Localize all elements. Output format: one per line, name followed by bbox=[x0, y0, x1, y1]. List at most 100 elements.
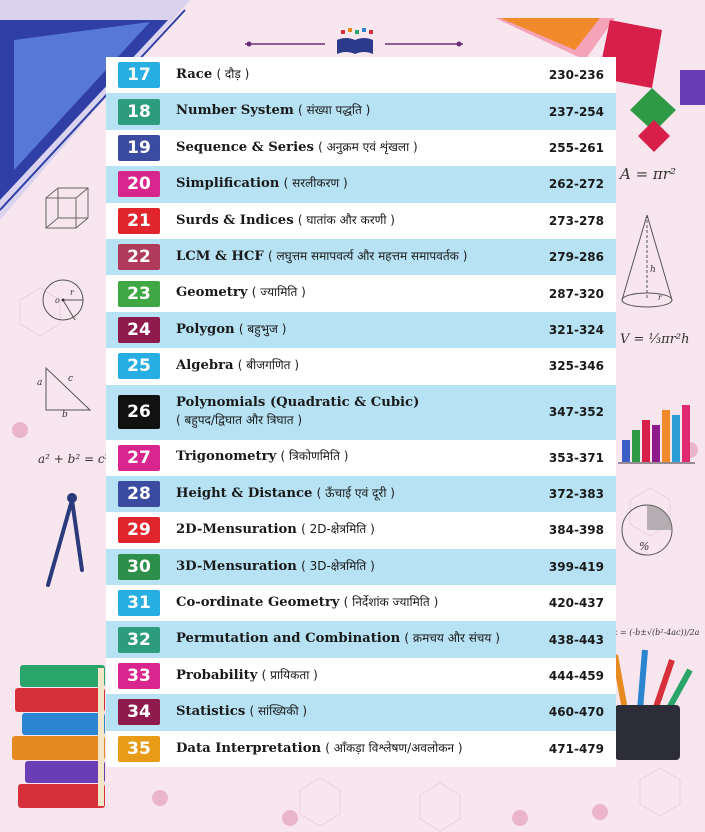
toc-row[interactable]: 31 Co-ordinate Geometry ( निर्देशांक ज्या… bbox=[106, 585, 616, 622]
chapter-page-range: 399-419 bbox=[548, 559, 604, 574]
chapter-title-hindi: ( ज्यामिति ) bbox=[251, 285, 306, 300]
chapter-page-range: 372-383 bbox=[548, 487, 604, 502]
chapter-page-range: 237-254 bbox=[548, 104, 604, 119]
chapter-title-hindi: ( निर्देशांक ज्यामिति ) bbox=[343, 595, 439, 610]
chapter-title-hindi: ( 3D-क्षेत्रमिति ) bbox=[301, 558, 375, 573]
chapter-title-hindi: ( सांख्यिकी ) bbox=[249, 704, 308, 719]
chapter-title-english: LCM & HCF bbox=[176, 248, 264, 264]
chapter-title-english: 2D-Mensuration bbox=[176, 522, 297, 538]
chapter-title: Sequence & Series ( अनुक्रम एवं शृंखला ) bbox=[176, 139, 524, 157]
toc-row[interactable]: 20 Simplification ( सरलीकरण ) 262-272 bbox=[106, 166, 616, 203]
chapter-number-badge: 35 bbox=[118, 735, 160, 762]
triangle-label-c: c bbox=[68, 374, 74, 384]
toc-row[interactable]: 25 Algebra ( बीजगणित ) 325-346 bbox=[106, 348, 616, 385]
toc-row[interactable]: 21 Surds & Indices ( घातांक और करणी ) 273-… bbox=[106, 202, 616, 239]
cone-label-r: r bbox=[658, 293, 662, 302]
toc-row[interactable]: 24 Polygon ( बहुभुज ) 321-324 bbox=[106, 311, 616, 349]
chapter-number-badge: 27 bbox=[118, 444, 160, 471]
chapter-title-hindi: ( लघुत्तम समापवर्त्य और महत्तम समापवर्तक… bbox=[267, 248, 468, 263]
chapter-page-range: 460-470 bbox=[548, 705, 604, 720]
chapter-page-range: 471-479 bbox=[548, 741, 604, 756]
chapter-page-range: 444-459 bbox=[548, 669, 604, 684]
chapter-title-english: Data Interpretation bbox=[176, 740, 322, 756]
chapter-number-badge: 28 bbox=[118, 481, 160, 508]
chapter-title-english: Probability bbox=[176, 667, 258, 683]
toc-row[interactable]: 17 Race ( दौड़ ) 230-236 bbox=[106, 57, 616, 94]
chapter-title: Geometry ( ज्यामिति ) bbox=[176, 284, 524, 302]
toc-row[interactable]: 32 Permutation and Combination ( क्रमचय औ… bbox=[106, 621, 616, 658]
toc-row[interactable]: 26 Polynomials (Quadratic & Cubic) ( बहुपद… bbox=[106, 384, 616, 440]
chapter-page-range: 353-371 bbox=[548, 450, 604, 465]
chapter-number-badge: 18 bbox=[118, 98, 160, 125]
percent-symbol: % bbox=[639, 540, 650, 553]
chapter-page-range: 279-286 bbox=[548, 250, 604, 265]
chapter-title-english: Polynomials (Quadratic & Cubic) bbox=[176, 394, 420, 410]
chapter-title-english: Race bbox=[176, 66, 213, 82]
toc-row[interactable]: 27 Trigonometry ( त्रिकोणमिति ) 353-371 bbox=[106, 439, 616, 476]
chapter-number-badge: 23 bbox=[118, 280, 160, 307]
chapter-page-range: 420-437 bbox=[548, 596, 604, 611]
toc-row[interactable]: 30 3D-Mensuration ( 3D-क्षेत्रमिति ) 399-4… bbox=[106, 548, 616, 586]
chapter-page-range: 321-324 bbox=[548, 322, 604, 337]
circle-label-o: o bbox=[55, 296, 60, 305]
chapter-number-badge: 19 bbox=[118, 134, 160, 161]
toc-row[interactable]: 18 Number System ( संख्या पद्धति ) 237-254 bbox=[106, 93, 616, 130]
chapter-title-english: Co-ordinate Geometry bbox=[176, 595, 340, 611]
chapter-number-badge: 32 bbox=[118, 626, 160, 653]
chapter-number-badge: 17 bbox=[118, 62, 160, 89]
chapter-page-range: 255-261 bbox=[548, 140, 604, 155]
toc-row[interactable]: 29 2D-Mensuration ( 2D-क्षेत्रमिति ) 384-3… bbox=[106, 512, 616, 549]
toc-row[interactable]: 23 Geometry ( ज्यामिति ) 287-320 bbox=[106, 275, 616, 312]
toc-row[interactable]: 35 Data Interpretation ( आँकड़ा विश्लेषण/… bbox=[106, 730, 616, 768]
chapter-number-badge: 31 bbox=[118, 590, 160, 617]
chapter-title-english: Permutation and Combination bbox=[176, 631, 401, 647]
chapter-title-english: Geometry bbox=[176, 285, 248, 301]
chapter-title-english: Surds & Indices bbox=[176, 212, 294, 228]
chapter-title: Trigonometry ( त्रिकोणमिति ) bbox=[176, 448, 524, 466]
chapter-number-badge: 24 bbox=[118, 316, 160, 343]
header-ornament bbox=[245, 28, 463, 54]
chapter-number-badge: 30 bbox=[118, 553, 160, 580]
toc-row[interactable]: 22 LCM & HCF ( लघुत्तम समापवर्त्य और महत्… bbox=[106, 238, 616, 276]
chapter-title: Probability ( प्रायिकता ) bbox=[176, 667, 524, 685]
chapter-title: Permutation and Combination ( क्रमचय और … bbox=[176, 630, 524, 648]
chapter-page-range: 347-352 bbox=[548, 405, 604, 420]
chapter-page-range: 262-272 bbox=[548, 177, 604, 192]
chapter-title-english: Sequence & Series bbox=[176, 139, 314, 155]
chapter-title-english: Number System bbox=[176, 103, 294, 119]
chapter-title-english: Trigonometry bbox=[176, 449, 277, 465]
chapter-title: 3D-Mensuration ( 3D-क्षेत्रमिति ) bbox=[176, 558, 524, 576]
chapter-number-badge: 34 bbox=[118, 699, 160, 726]
toc-row[interactable]: 28 Height & Distance ( ऊँचाई एवं दूरी ) 37… bbox=[106, 475, 616, 513]
area-formula: A = πr² bbox=[620, 165, 676, 183]
chapter-title-english: 3D-Mensuration bbox=[176, 558, 297, 574]
table-of-contents: 17 Race ( दौड़ ) 230-236 18 Number System ( … bbox=[106, 57, 616, 768]
chapter-title: Data Interpretation ( आँकड़ा विश्लेषण/अव… bbox=[176, 740, 524, 758]
chapter-title: Polynomials (Quadratic & Cubic) ( बहुपद/द… bbox=[176, 394, 524, 431]
chapter-number-badge: 22 bbox=[118, 244, 160, 271]
chapter-title: Surds & Indices ( घातांक और करणी ) bbox=[176, 212, 524, 230]
chapter-number-badge: 25 bbox=[118, 353, 160, 380]
chapter-title-hindi: ( ऊँचाई एवं दूरी ) bbox=[316, 485, 395, 500]
chapter-title: LCM & HCF ( लघुत्तम समापवर्त्य और महत्तम… bbox=[176, 248, 524, 266]
chapter-page-range: 230-236 bbox=[548, 68, 604, 83]
toc-row[interactable]: 33 Probability ( प्रायिकता ) 444-459 bbox=[106, 657, 616, 695]
volume-formula: V = ⅓πr²h bbox=[620, 332, 690, 347]
chapter-title: Race ( दौड़ ) bbox=[176, 66, 524, 84]
chapter-page-range: 287-320 bbox=[548, 286, 604, 301]
chapter-title-english: Statistics bbox=[176, 704, 246, 720]
chapter-page-range: 384-398 bbox=[548, 523, 604, 538]
quadratic-formula: x = (-b±√(b²-4ac))/2a bbox=[613, 628, 700, 637]
toc-row[interactable]: 19 Sequence & Series ( अनुक्रम एवं शृंखला… bbox=[106, 129, 616, 167]
chapter-title-hindi: ( बीजगणित ) bbox=[237, 358, 300, 373]
chapter-title-hindi: ( बहुपद/द्विघात और त्रिघात ) bbox=[176, 413, 303, 428]
chapter-title-hindi: ( अनुक्रम एवं शृंखला ) bbox=[318, 139, 418, 154]
chapter-title-english: Polygon bbox=[176, 321, 235, 337]
chapter-number-badge: 29 bbox=[118, 517, 160, 544]
chapter-page-range: 438-443 bbox=[548, 632, 604, 647]
chapter-title: Height & Distance ( ऊँचाई एवं दूरी ) bbox=[176, 485, 524, 503]
cone-label-h: h bbox=[650, 265, 656, 275]
chapter-title: Co-ordinate Geometry ( निर्देशांक ज्यामि… bbox=[176, 594, 524, 612]
chapter-title-english: Simplification bbox=[176, 176, 280, 192]
toc-row[interactable]: 34 Statistics ( सांख्यिकी ) 460-470 bbox=[106, 694, 616, 731]
